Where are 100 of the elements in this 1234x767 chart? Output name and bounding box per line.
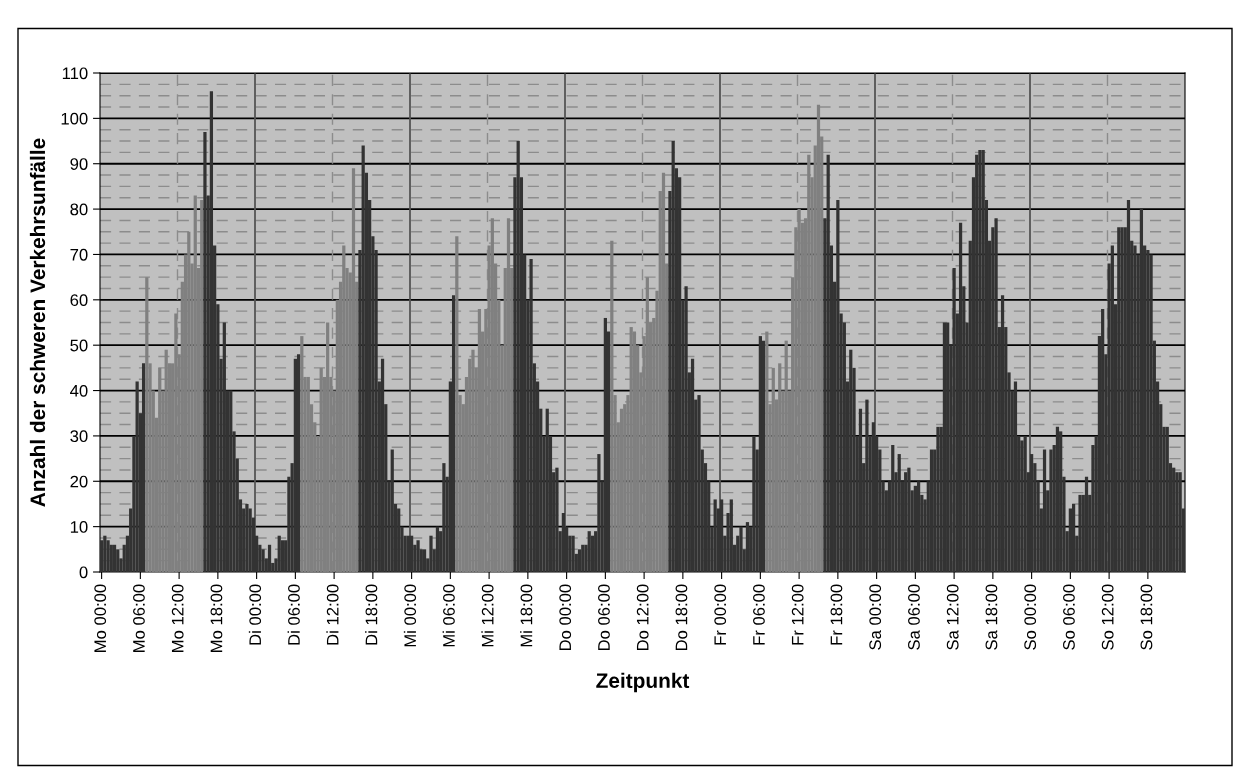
x-tick-label: So 00:00 [1024, 584, 1037, 650]
bar [603, 317, 607, 572]
x-axis-title: Zeitpunkt [596, 672, 690, 693]
bar [1139, 209, 1144, 572]
x-tick-label: Sa 06:00 [908, 584, 920, 650]
bar [858, 408, 863, 572]
x-tick-label: Fr 06:00 [753, 584, 765, 645]
bar [1000, 295, 1005, 572]
bar [581, 544, 585, 572]
bar [758, 336, 762, 572]
y-tick-label: 40 [70, 384, 88, 397]
y-tick-label: 20 [70, 475, 88, 488]
bar [729, 499, 733, 572]
bar [929, 449, 934, 572]
bar [587, 531, 591, 572]
bar [978, 150, 982, 572]
y-tick-label: 80 [70, 203, 88, 216]
bar [745, 522, 750, 572]
x-tick-label: Fr 18:00 [830, 584, 843, 645]
bar [897, 454, 901, 572]
y-axis-title: Anzahl der schweren Verkehrsunfälle [29, 138, 46, 507]
bar [116, 549, 120, 572]
y-tick-label: 30 [70, 430, 88, 443]
bar [397, 508, 401, 572]
bar [671, 141, 675, 572]
bar [597, 454, 601, 572]
bar [577, 549, 582, 572]
bar [203, 131, 207, 572]
bar [1055, 426, 1060, 572]
y-tick-label: 10 [70, 521, 88, 533]
bar [826, 154, 830, 572]
x-tick-label: Mi 06:00 [442, 584, 455, 647]
bar [245, 503, 249, 572]
bar [1120, 227, 1124, 572]
x-tick-label: Mo 18:00 [210, 584, 223, 652]
bar [1071, 503, 1076, 572]
bar [261, 549, 265, 572]
x-tick-label: Mi 00:00 [403, 584, 417, 647]
bar [571, 535, 575, 572]
bar [1146, 249, 1150, 572]
bar [1078, 494, 1082, 572]
bar [1178, 472, 1182, 572]
bar [1020, 440, 1024, 572]
bar [907, 467, 911, 572]
bar [416, 540, 420, 572]
bar [296, 354, 301, 572]
bar [1068, 508, 1072, 572]
bar [1059, 431, 1063, 572]
bar [293, 358, 297, 572]
bar [1117, 227, 1121, 572]
bar [916, 481, 921, 572]
bar [422, 549, 427, 572]
x-tick-label: Sa 00:00 [869, 584, 882, 650]
x-tick-label: Di 18:00 [365, 584, 378, 645]
x-tick-label: Fr 00:00 [714, 584, 727, 645]
bar [435, 526, 440, 572]
bar [632, 331, 637, 572]
bar [361, 145, 365, 572]
x-tick-label: Mo 00:00 [94, 584, 107, 652]
bar [720, 499, 724, 572]
bar [952, 268, 956, 572]
bar [106, 540, 110, 572]
bar [690, 358, 695, 572]
x-tick-label: Mi 12:00 [481, 584, 494, 647]
bar [248, 508, 252, 572]
bar [555, 467, 559, 572]
bar [619, 408, 624, 572]
x-tick-label: So 18:00 [1140, 584, 1153, 650]
bar [1023, 435, 1027, 572]
bar [942, 322, 947, 572]
bar [100, 540, 104, 572]
bar [390, 449, 394, 572]
y-tick-label: 110 [62, 67, 88, 80]
bar [112, 544, 117, 572]
bar [761, 340, 766, 572]
bar [1149, 254, 1153, 572]
x-tick-label: Sa 12:00 [946, 584, 959, 650]
y-tick-label: 90 [70, 158, 88, 170]
bar [229, 390, 233, 572]
bar [516, 141, 520, 572]
x-tick-label: Mi 18:00 [520, 584, 533, 647]
bar [684, 286, 688, 572]
bar [1126, 200, 1131, 572]
bar [1049, 449, 1053, 572]
bar [267, 544, 272, 572]
bar [451, 295, 456, 572]
y-tick-label: 70 [70, 248, 88, 261]
bar [865, 399, 869, 572]
y-tick-label: 50 [70, 339, 88, 352]
bar [936, 426, 940, 572]
bar [1013, 381, 1018, 572]
bar [994, 218, 998, 572]
x-tick-label: Do 12:00 [636, 584, 649, 651]
bar [958, 222, 963, 572]
y-tick-label: 60 [70, 294, 88, 307]
x-tick-label: Mo 06:00 [133, 584, 145, 652]
bar [280, 540, 285, 572]
bar [429, 535, 433, 572]
bar [1042, 449, 1047, 572]
bar [1084, 476, 1089, 572]
